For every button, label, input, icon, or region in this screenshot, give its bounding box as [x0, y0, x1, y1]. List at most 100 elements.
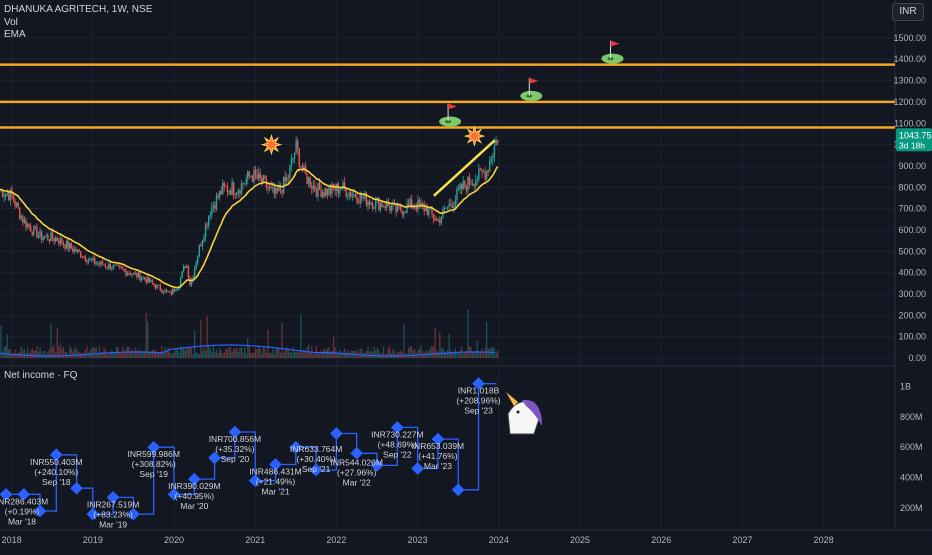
volume-bar — [152, 350, 153, 358]
candle — [441, 217, 442, 223]
candle — [16, 202, 17, 206]
volume-bar — [146, 313, 147, 358]
candle — [452, 205, 453, 208]
volume-bar — [414, 349, 415, 358]
ema-line — [0, 167, 498, 288]
volume-bar — [266, 353, 267, 358]
candle — [275, 188, 276, 194]
candle — [324, 192, 325, 195]
countdown-label: 3d 18h — [899, 140, 925, 150]
candle — [252, 176, 253, 181]
candle — [270, 187, 271, 188]
volume-bar — [233, 348, 234, 358]
candle — [106, 267, 107, 268]
volume-bar — [227, 350, 228, 358]
volume-bar — [333, 337, 334, 358]
volume-bar — [277, 349, 278, 358]
candle — [327, 189, 328, 196]
candle — [258, 173, 259, 178]
volume-bar — [483, 353, 484, 358]
volume-bar — [420, 345, 421, 358]
income-tick-label: 400M — [900, 473, 923, 483]
volume-bar — [213, 346, 214, 358]
volume-bar — [74, 348, 75, 358]
candle — [372, 203, 373, 209]
income-label-value: INR544.026M — [330, 458, 382, 468]
volume-bar — [228, 347, 229, 358]
volume-bar — [369, 352, 370, 358]
candle — [422, 203, 423, 205]
volume-bar — [424, 353, 425, 358]
candle — [486, 171, 487, 179]
candle — [308, 177, 309, 184]
time-tick-label: 2019 — [83, 535, 103, 545]
flag-icon — [448, 104, 457, 110]
income-marker — [411, 462, 424, 475]
candle — [144, 277, 145, 279]
candle — [135, 273, 136, 274]
candle — [147, 277, 148, 282]
candle — [464, 181, 465, 186]
candle — [116, 264, 117, 265]
income-label-period: Mar '20 — [180, 501, 208, 511]
candle — [138, 272, 139, 277]
volume-bar — [372, 352, 373, 358]
volume-bar — [91, 349, 92, 358]
volume-bar — [155, 350, 156, 358]
candle — [495, 140, 496, 145]
volume-bar — [402, 352, 403, 358]
volume-bar — [377, 348, 378, 358]
volume-bar — [272, 349, 273, 358]
volume-bar — [341, 354, 342, 358]
candle — [96, 263, 97, 264]
volume-bar — [177, 349, 178, 358]
volume-bar — [86, 346, 87, 358]
volume-bar — [153, 350, 154, 358]
candle — [211, 207, 212, 215]
vol-label[interactable]: Vol — [4, 17, 18, 29]
volume-bar — [378, 350, 379, 358]
volume-bar — [246, 353, 247, 358]
candle — [117, 264, 118, 265]
candle — [494, 145, 495, 155]
symbol-title[interactable]: DHANUKA AGRITECH, 1W, NSE — [4, 4, 152, 16]
candle — [97, 263, 98, 264]
candle — [389, 206, 390, 210]
volume-bar — [433, 346, 434, 358]
volume-bar — [302, 352, 303, 358]
net-income-title[interactable]: Net income · FQ — [4, 370, 77, 382]
candle — [160, 285, 161, 290]
income-label-value: INR390.029M — [168, 481, 220, 491]
volume-bar — [119, 353, 120, 358]
candle — [88, 260, 89, 262]
candle — [163, 293, 164, 294]
currency-button[interactable]: INR — [892, 3, 924, 21]
volume-bar — [267, 329, 268, 358]
candle — [14, 201, 15, 206]
candle — [241, 183, 242, 193]
candle — [158, 285, 159, 286]
ema-label[interactable]: EMA — [4, 29, 26, 41]
volume-bar — [88, 353, 89, 358]
candle — [277, 188, 278, 191]
volume-bar — [370, 350, 371, 358]
volume-bar — [208, 346, 209, 358]
candle — [242, 183, 243, 184]
candle — [46, 235, 47, 236]
volume-bar — [225, 349, 226, 358]
volume-bar — [194, 330, 195, 358]
volume-bar — [419, 349, 420, 358]
candle — [94, 258, 95, 264]
candle — [448, 204, 449, 207]
income-marker — [452, 483, 465, 496]
volume-bar — [125, 348, 126, 358]
candle — [349, 192, 350, 196]
candle — [491, 159, 492, 161]
volume-bar — [143, 352, 144, 358]
candle — [250, 176, 251, 177]
volume-bar — [258, 346, 259, 358]
volume-bar — [344, 348, 345, 358]
candle — [466, 186, 467, 190]
